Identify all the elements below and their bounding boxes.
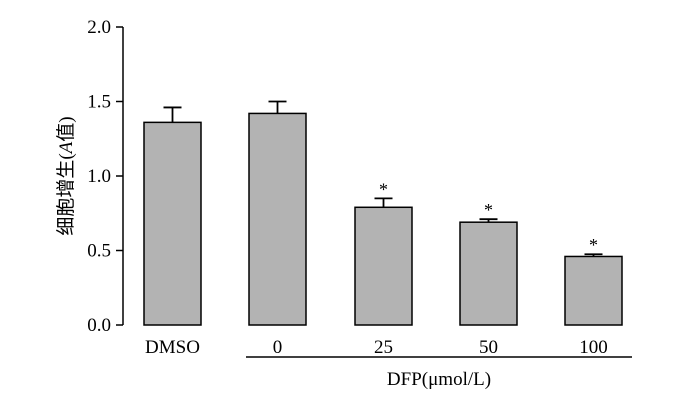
y-axis-label-cjk: 细胞增生 bbox=[55, 160, 77, 236]
x-tick-label: 0 bbox=[273, 337, 283, 358]
bar-dfp-100 bbox=[564, 255, 623, 326]
bar-dmso bbox=[143, 121, 202, 326]
y-tick-label: 1.5 bbox=[87, 92, 111, 113]
x-tick-label: 50 bbox=[479, 337, 498, 358]
significance-marker: * bbox=[484, 200, 493, 220]
y-axis-label: 细胞增生(A值) bbox=[55, 116, 77, 235]
y-axis-label-italic: A bbox=[56, 141, 77, 155]
significance-marker: * bbox=[379, 179, 388, 199]
y-axis-label-value: 值 bbox=[55, 123, 77, 142]
y-tick-label: 0.5 bbox=[87, 241, 111, 262]
x-tick-label: 100 bbox=[579, 337, 608, 358]
y-axis-label-close: ) bbox=[56, 116, 77, 122]
x-tick-label: DMSO bbox=[145, 337, 200, 358]
y-axis-label-open: ( bbox=[56, 153, 77, 159]
bar-dfp-50 bbox=[459, 221, 518, 326]
bar-dfp-0 bbox=[248, 112, 307, 326]
bars: * * * bbox=[143, 100, 623, 326]
significance-marker: * bbox=[589, 235, 598, 255]
y-tick-label: 2.0 bbox=[87, 17, 111, 38]
axes: 0.0 0.5 1.0 1.5 2.0 DMSO 0 25 50 100 bbox=[87, 17, 608, 358]
x-tick-label: 25 bbox=[374, 337, 393, 358]
y-tick-label: 1.0 bbox=[87, 166, 111, 187]
dfp-group-label: DFP(μmol/L) bbox=[387, 369, 491, 390]
y-tick-label: 0.0 bbox=[87, 315, 111, 336]
bar-dfp-25 bbox=[354, 206, 413, 326]
